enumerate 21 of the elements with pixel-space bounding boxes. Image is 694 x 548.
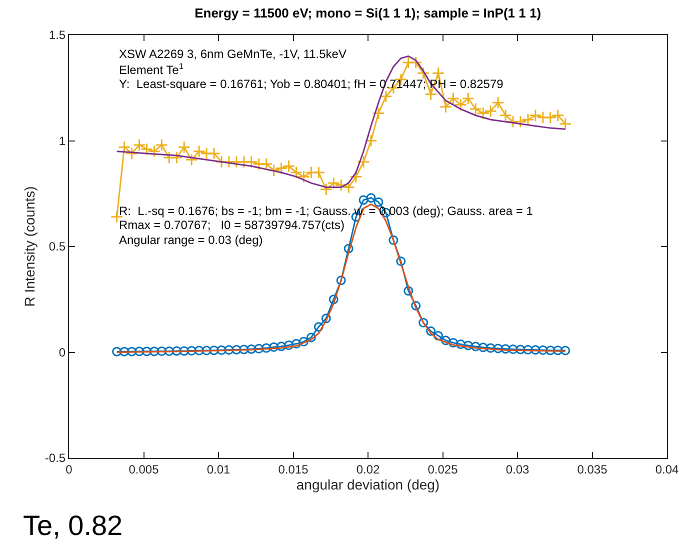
- annotation: Element Te$^{1}$: [119, 61, 184, 78]
- annotation: XSW A2269 3, 6nm GeMnTe, -1V, 11.5keV: [119, 47, 346, 61]
- annotation: Rmax = 0.70767; I0 = 58739794.757(cts): [119, 218, 344, 232]
- x-tick-label: 0.035: [577, 462, 608, 476]
- text: Te, 0.82: [23, 510, 123, 541]
- annotation: Angular range = 0.03 (deg): [119, 233, 263, 247]
- y-tick-label: 0.5: [48, 240, 66, 254]
- y-tick-label: 0: [58, 345, 66, 360]
- x-tick-label: 0.015: [278, 462, 309, 476]
- y-tick-label: 1: [58, 134, 66, 148]
- y-tick-label: -0.5: [44, 451, 66, 466]
- y-tick-label: 1.5: [48, 28, 66, 42]
- x-tick-label: 0.025: [428, 462, 458, 476]
- x-tick-label: 0.005: [128, 462, 160, 476]
- y-axis-title: R Intensity (counts): [22, 186, 38, 307]
- x-tick-label: 0.04: [655, 462, 679, 476]
- chart-title: Energy = 11500 eV; mono = Si(1 1 1); sample = InP(1 1 1): [194, 5, 542, 20]
- x-tick-label: 0.02: [356, 462, 380, 476]
- x-axis-title: angular deviation (deg): [296, 476, 440, 493]
- x-tick-label: 0.03: [506, 462, 530, 476]
- x-tick-label: 0.01: [206, 462, 230, 476]
